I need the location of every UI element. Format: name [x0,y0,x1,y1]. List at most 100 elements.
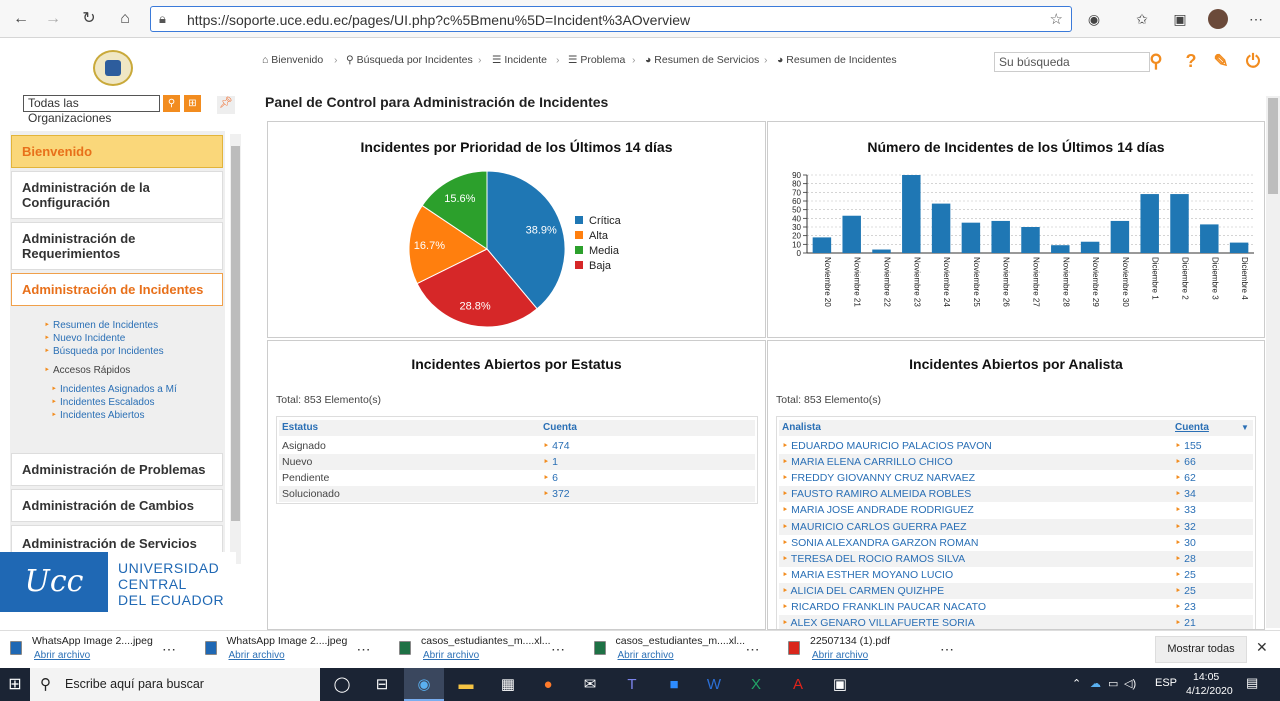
menu-requerimientos[interactable]: Administración de Requerimientos [11,222,223,270]
collections-icon[interactable]: ▣ [1173,11,1187,27]
bar[interactable] [872,249,891,253]
download-filename[interactable]: casos_estudiantes_m....xl... [421,635,551,647]
bar[interactable] [991,220,1010,253]
bar[interactable] [902,175,921,253]
profile-avatar[interactable] [1208,9,1228,29]
menu-problemas[interactable]: Administración de Problemas [11,453,223,486]
analyst-link[interactable]: FAUSTO RAMIRO ALMEIDA ROBLES [782,488,971,500]
power-icon[interactable]: ⏻ [1245,51,1261,71]
tray-chevron-icon[interactable]: ⌃ [1072,678,1082,690]
analyst-link[interactable]: EDUARDO MAURICIO PALACIOS PAVON [782,440,992,452]
bar[interactable] [812,237,832,253]
more-options-icon[interactable]: ⋯ [940,641,954,657]
download-filename[interactable]: 22507134 (1).pdf [810,635,890,647]
address-bar[interactable]: 🔒︎ https://soporte.uce.edu.ec/pages/UI.p… [150,6,1072,32]
refresh-icon[interactable]: ↻ [82,10,96,27]
forward-arrow-icon[interactable]: → [45,10,61,27]
menu-cambios[interactable]: Administración de Cambios [11,489,223,522]
download-filename[interactable]: WhatsApp Image 2....jpeg [32,635,153,647]
store-icon[interactable]: ▦ [500,676,516,693]
search-org-icon[interactable]: ⚲ [163,95,180,112]
widgets-icon[interactable]: ⊟ [375,676,389,693]
pie-slice-alta[interactable] [408,204,488,285]
analyst-link[interactable]: ALICIA DEL CARMEN QUIZHPE [782,585,945,597]
crumb-bienvenido[interactable]: ⌂ Bienvenido [262,54,324,66]
download-item[interactable]: casos_estudiantes_m....xl... Abrir archiv… [593,631,774,669]
count-link[interactable]: 372 [543,488,570,500]
crumb-resumen-servicios[interactable]: ◕ Resumen de Servicios [645,54,760,66]
onedrive-icon[interactable]: ☁ [1090,678,1101,690]
crumb-incidente[interactable]: ☰ Incidente [492,54,547,66]
count-link[interactable]: 66 [1175,456,1196,468]
task-view-icon[interactable]: ◯ [333,676,351,693]
analyst-link[interactable]: MAURICIO CARLOS GUERRA PAEZ [782,521,966,533]
link-incidentes-abiertos[interactable]: Incidentes Abiertos [51,410,144,421]
excel-icon[interactable]: X [750,676,761,693]
favorites-icon[interactable]: ✩ [1136,11,1148,27]
count-link[interactable]: 62 [1175,472,1196,484]
download-item[interactable]: WhatsApp Image 2....jpeg Abrir archivo ⋯ [204,631,385,669]
bar[interactable] [1110,220,1130,253]
photos-icon[interactable]: ▣ [832,676,848,693]
bar[interactable] [1080,241,1100,253]
analyst-link[interactable]: FREDDY GIOVANNY CRUZ NARVAEZ [782,472,975,484]
open-file-link[interactable]: Abrir archivo [34,650,91,661]
analyst-link[interactable]: MARIA JOSE ANDRADE RODRIGUEZ [782,504,974,516]
count-link[interactable]: 23 [1175,601,1196,613]
count-link[interactable]: 21 [1175,617,1196,629]
analyst-link[interactable]: MARIA ELENA CARRILLO CHICO [782,456,953,468]
back-arrow-icon[interactable]: ← [13,10,29,27]
analyst-link[interactable]: MARIA ESTHER MOYANO LUCIO [782,569,953,581]
pie-slice-crítica[interactable] [486,170,566,310]
link-incidentes-escalados[interactable]: Incidentes Escalados [51,397,154,408]
more-options-icon[interactable]: ⋯ [162,641,176,657]
download-filename[interactable]: casos_estudiantes_m....xl... [615,635,746,647]
download-filename[interactable]: WhatsApp Image 2....jpeg [226,635,348,647]
count-link[interactable]: 474 [543,440,570,452]
col-estatus[interactable]: Estatus [282,422,319,433]
link-incidentes-asignados[interactable]: Incidentes Asignados a Mí [51,384,177,395]
home-icon[interactable]: ⌂ [120,10,130,27]
bar[interactable] [1170,194,1189,253]
global-search-input[interactable]: Su búsqueda [994,52,1150,72]
star-icon[interactable]: ☆ [1049,11,1063,28]
col-analista[interactable]: Analista [782,422,821,433]
language-indicator[interactable]: ESP [1155,677,1178,689]
analyst-link[interactable]: ALEX GENARO VILLAFUERTE SORIA [782,617,975,629]
extension-icon[interactable]: ◉ [1087,11,1101,27]
open-file-link[interactable]: Abrir archivo [423,650,480,661]
firefox-icon[interactable]: ● [543,676,553,693]
col-cuenta[interactable]: Cuenta [543,422,577,433]
analyst-link[interactable]: TERESA DEL ROCIO RAMOS SILVA [782,553,965,565]
open-file-link[interactable]: Abrir archivo [228,650,285,661]
menu-configuracion[interactable]: Administración de la Configuración [11,171,223,219]
bar[interactable] [842,215,861,253]
count-link[interactable]: 33 [1175,504,1196,516]
file-explorer-icon[interactable]: ▬ [458,676,474,693]
zoom-icon[interactable]: ■ [669,676,679,693]
count-link[interactable]: 30 [1175,537,1196,549]
download-item[interactable]: 22507134 (1).pdf Abrir archivo ⋯ [788,631,968,669]
menu-bienvenido[interactable]: Bienvenido [11,135,223,168]
pin-icon[interactable]: 📌︎ [217,96,235,114]
link-busqueda-incidentes[interactable]: Búsqueda por Incidentes [44,346,164,357]
edit-icon[interactable]: ✎ [1213,51,1229,71]
more-options-icon[interactable]: ⋯ [551,641,565,657]
count-link[interactable]: 25 [1175,585,1196,597]
more-options-icon[interactable]: ⋯ [356,641,371,657]
count-link[interactable]: 28 [1175,553,1196,565]
bar[interactable] [1140,194,1159,253]
link-nuevo-incidente[interactable]: Nuevo Incidente [44,333,125,344]
notification-icon[interactable]: ▤ [1246,675,1259,690]
network-icon[interactable]: ▭ [1108,678,1119,690]
help-icon[interactable]: ? [1185,51,1197,71]
download-item[interactable]: casos_estudiantes_m....xl... Abrir archiv… [399,631,579,669]
analyst-link[interactable]: RICARDO FRANKLIN PAUCAR NACATO [782,601,986,613]
count-link[interactable]: 155 [1175,440,1202,452]
taskbar-search[interactable]: ⚲ Escribe aquí para buscar [30,668,320,701]
edge-icon[interactable]: ◉ [404,668,444,701]
close-icon[interactable]: ✕ [1256,639,1268,655]
link-resumen-incidentes[interactable]: Resumen de Incidentes [44,320,158,331]
pie-slice-baja[interactable] [416,248,538,328]
count-link[interactable]: 1 [543,456,558,468]
